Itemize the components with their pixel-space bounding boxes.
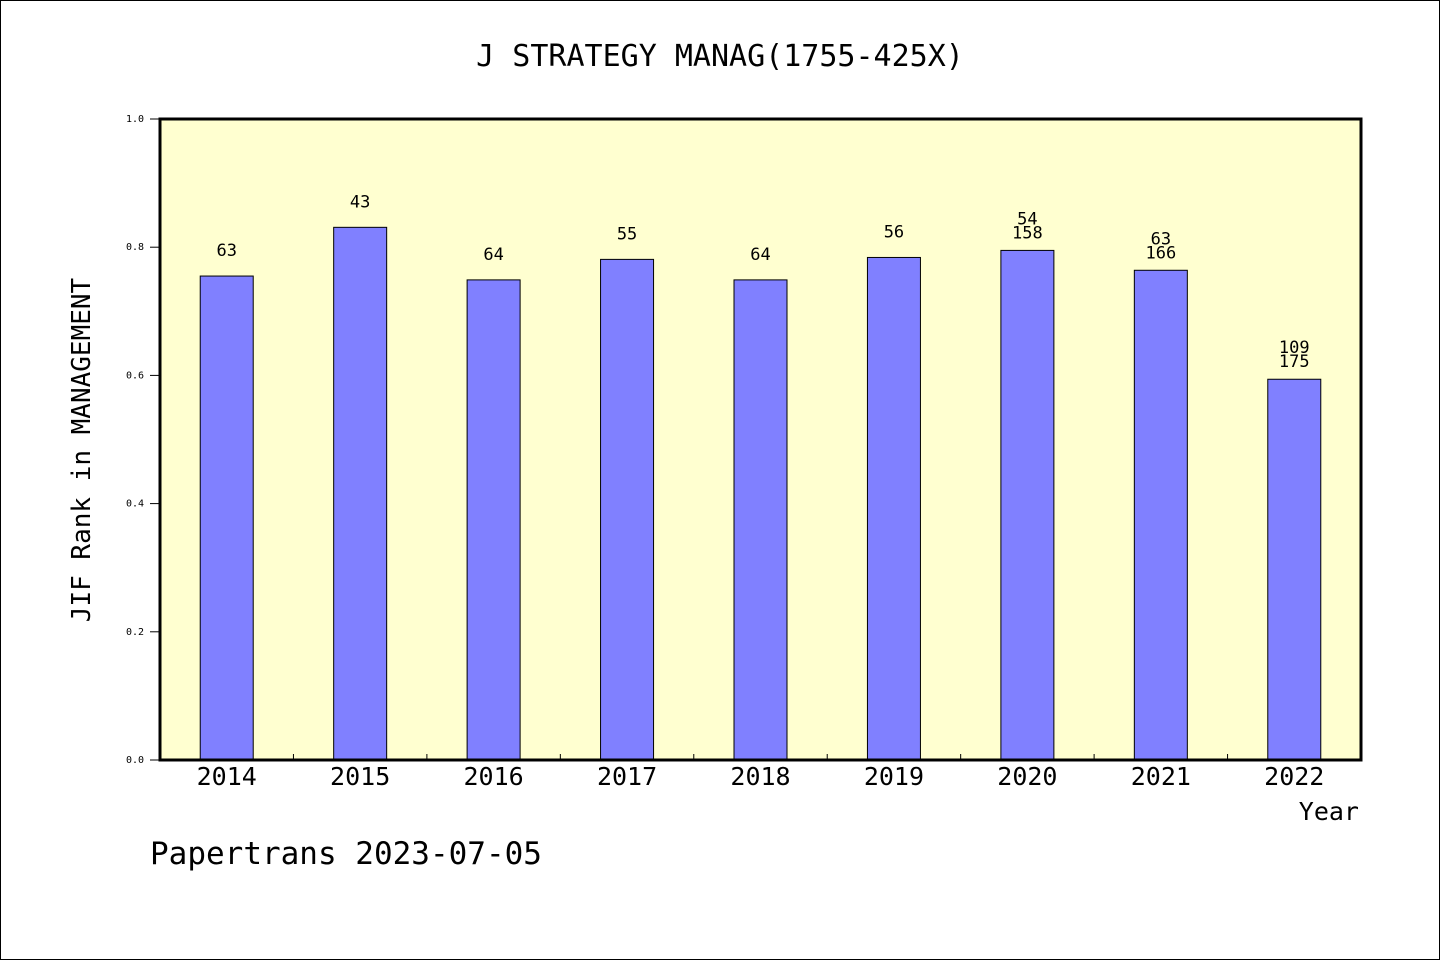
bar-2019	[866, 256, 921, 761]
bar-2018	[733, 279, 788, 761]
x-tick-label: 2021	[1131, 762, 1191, 791]
footer-text: Papertrans 2023-07-05	[150, 836, 542, 872]
data-label: 54	[1017, 209, 1037, 229]
y-axis: 0.0 0.2 0.4 0.6 0.8 1.0	[126, 114, 160, 766]
y-tick-label: 1.0	[126, 114, 144, 125]
data-label: 175	[1279, 352, 1310, 372]
plot-frame	[158, 117, 1363, 762]
data-label: 56	[884, 222, 904, 242]
data-label: 64	[483, 245, 503, 265]
data-label: 43	[350, 192, 370, 212]
x-tick-label: 2020	[997, 762, 1057, 791]
data-label: 158	[1012, 223, 1043, 243]
bar-2015	[333, 226, 388, 761]
bar-2016	[466, 279, 521, 761]
bar-2020	[1000, 249, 1055, 761]
y-tick-label: 0.0	[126, 755, 144, 766]
data-label: 55	[617, 224, 637, 244]
x-axis: 2014 2015 2016 2017 2018 2019 2020 2021 2022	[197, 754, 1324, 791]
data-label: 63	[216, 241, 236, 261]
chart-title: J STRATEGY MANAG(1755-425X)	[476, 39, 964, 74]
x-tick-label: 2018	[730, 762, 790, 791]
x-tick-label: 2016	[464, 762, 524, 791]
data-label: 109	[1279, 338, 1310, 358]
bar-2021	[1133, 269, 1188, 761]
y-tick-label: 0.6	[126, 370, 144, 381]
y-tick-label: 0.2	[126, 627, 144, 638]
bar-2017	[600, 258, 655, 761]
bar-2022	[1267, 378, 1322, 761]
y-tick-label: 0.8	[126, 242, 144, 253]
bar-2014	[199, 275, 254, 761]
x-tick-label: 2014	[197, 762, 257, 791]
x-tick-label: 2017	[597, 762, 657, 791]
x-tick-label: 2022	[1264, 762, 1324, 791]
x-tick-label: 2019	[864, 762, 924, 791]
x-axis-label: Year	[1299, 797, 1359, 826]
data-label: 63	[1151, 229, 1171, 249]
x-tick-label: 2015	[330, 762, 390, 791]
y-axis-label: JIF Rank in MANAGEMENT	[67, 277, 97, 622]
data-label: 166	[1145, 243, 1176, 263]
data-label: 64	[750, 245, 770, 265]
y-tick-label: 0.4	[126, 499, 144, 510]
